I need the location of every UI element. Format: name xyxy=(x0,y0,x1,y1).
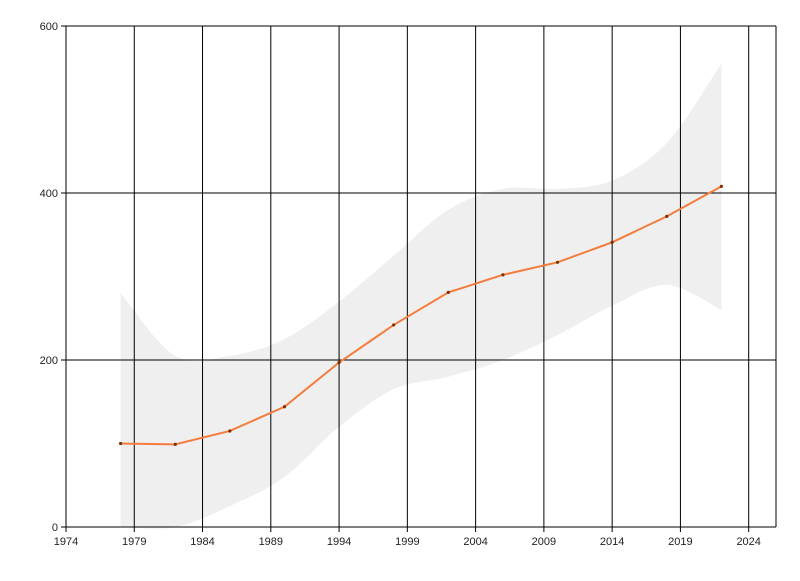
x-tick-label: 1994 xyxy=(327,536,351,548)
data-point xyxy=(228,429,232,433)
x-tick-label: 1989 xyxy=(259,536,283,548)
axis-layer xyxy=(61,25,776,532)
data-point xyxy=(392,323,396,327)
data-point xyxy=(282,405,287,409)
x-tick-label: 2009 xyxy=(532,536,556,548)
data-point xyxy=(610,240,614,244)
data-point xyxy=(501,273,505,277)
data-point xyxy=(337,360,341,365)
data-point xyxy=(446,290,450,294)
x-tick-label: 2014 xyxy=(600,536,624,548)
x-tick-label: 1999 xyxy=(395,536,419,548)
series-points-layer xyxy=(119,184,723,446)
data-point xyxy=(665,214,669,218)
y-tick-label: 0 xyxy=(52,522,58,534)
data-point xyxy=(119,441,123,446)
data-point xyxy=(719,184,723,188)
x-tick-label: 2004 xyxy=(463,536,487,548)
y-tick-label: 600 xyxy=(40,21,58,33)
x-tick-label: 1984 xyxy=(190,536,214,548)
tick-label-layer: 0 200 400 600 1974 1979 1984 1989 1994 1999 2004 20… xyxy=(40,21,761,548)
x-tick-label: 1979 xyxy=(122,536,146,548)
confidence-band xyxy=(120,63,722,529)
data-point xyxy=(173,442,177,446)
x-tick-label: 2024 xyxy=(736,536,760,548)
y-tick-label: 400 xyxy=(40,188,58,200)
x-tick-label: 2019 xyxy=(668,536,692,548)
series-line xyxy=(120,185,722,446)
data-point xyxy=(555,260,560,264)
x-tick-label: 1974 xyxy=(54,536,78,548)
series-line-layer xyxy=(120,185,722,446)
y-tick-label: 200 xyxy=(40,355,58,367)
confidence-band-layer xyxy=(120,63,722,529)
